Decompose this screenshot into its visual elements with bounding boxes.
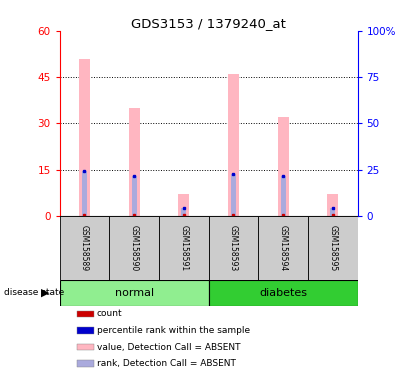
Bar bbox=[79, 58, 90, 216]
Text: diabetes: diabetes bbox=[259, 288, 307, 298]
Bar bbox=[77, 327, 94, 334]
Bar bbox=[228, 74, 239, 216]
Text: rank, Detection Call = ABSENT: rank, Detection Call = ABSENT bbox=[97, 359, 236, 368]
Bar bbox=[327, 194, 338, 216]
Text: value, Detection Call = ABSENT: value, Detection Call = ABSENT bbox=[97, 343, 240, 352]
Bar bbox=[60, 216, 109, 280]
Bar bbox=[308, 216, 358, 280]
Bar bbox=[82, 171, 87, 216]
Text: GSM158589: GSM158589 bbox=[80, 225, 89, 271]
Text: count: count bbox=[97, 310, 122, 318]
Title: GDS3153 / 1379240_at: GDS3153 / 1379240_at bbox=[131, 17, 286, 30]
Bar bbox=[178, 194, 189, 216]
Bar bbox=[330, 209, 335, 216]
Bar bbox=[208, 216, 258, 280]
Text: GSM158593: GSM158593 bbox=[229, 225, 238, 271]
Text: GSM158590: GSM158590 bbox=[129, 225, 139, 271]
Text: GSM158591: GSM158591 bbox=[179, 225, 188, 271]
Text: ▶: ▶ bbox=[41, 288, 50, 298]
Bar bbox=[109, 216, 159, 280]
Text: disease state: disease state bbox=[4, 288, 65, 297]
Bar bbox=[159, 216, 208, 280]
Bar bbox=[77, 344, 94, 351]
Bar bbox=[60, 280, 209, 306]
Bar bbox=[281, 176, 286, 216]
Text: GSM158595: GSM158595 bbox=[328, 225, 337, 271]
Bar bbox=[77, 361, 94, 367]
Bar bbox=[258, 216, 308, 280]
Bar bbox=[132, 176, 136, 216]
Bar bbox=[277, 117, 289, 216]
Bar bbox=[77, 311, 94, 317]
Bar bbox=[208, 280, 358, 306]
Text: percentile rank within the sample: percentile rank within the sample bbox=[97, 326, 250, 335]
Text: GSM158594: GSM158594 bbox=[279, 225, 288, 271]
Bar bbox=[231, 174, 236, 216]
Bar bbox=[129, 108, 140, 216]
Text: normal: normal bbox=[115, 288, 154, 298]
Bar bbox=[181, 209, 186, 216]
